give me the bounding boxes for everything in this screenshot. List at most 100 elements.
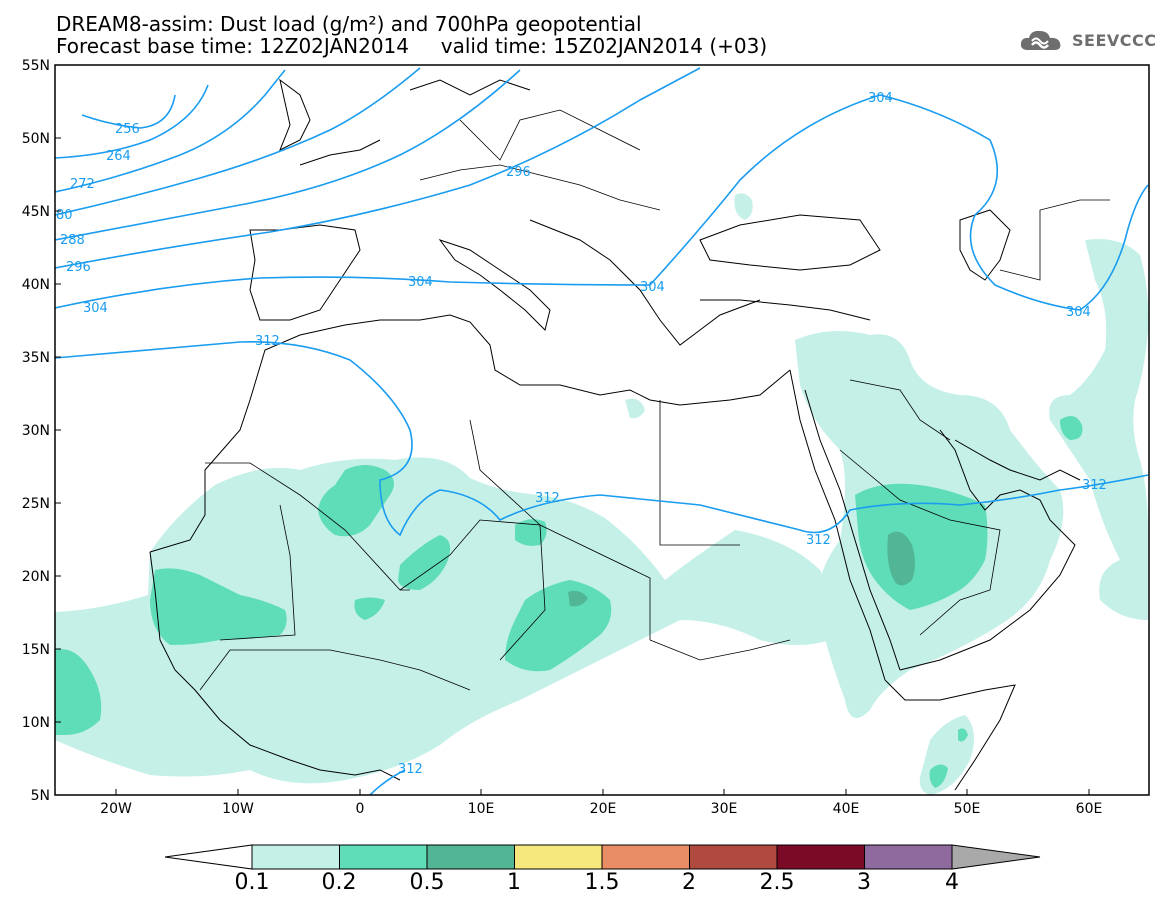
dust-area-somalia-mid2 — [958, 728, 968, 742]
contour-label: 80 — [56, 208, 73, 223]
coast-north-europe — [409, 79, 531, 96]
border-sudan — [649, 639, 791, 661]
dust-area-saudi-core — [887, 531, 915, 586]
coast-balkans-greece — [529, 219, 761, 346]
contour-label: 288 — [60, 233, 85, 248]
coast-red-sea-west — [789, 369, 886, 681]
colorbar-under-arrow — [164, 844, 253, 870]
border-mauritania — [205, 462, 410, 591]
contour-280 — [55, 67, 421, 216]
coast-britain — [279, 78, 311, 152]
contour-label: 272 — [70, 177, 95, 192]
colorbar-segment — [514, 844, 603, 870]
colorbar-label: 4 — [945, 870, 959, 895]
lat-label: 50N — [22, 131, 50, 147]
dust-area-caspian — [734, 193, 753, 220]
contour-label: 304 — [640, 280, 665, 295]
colorbar-segments — [251, 844, 953, 870]
border-iraq — [849, 379, 951, 441]
coast-anatolia — [700, 299, 871, 321]
colorbar-label: 0.2 — [321, 870, 357, 895]
dust-area-algeria — [318, 465, 394, 537]
lat-label: 10N — [22, 715, 50, 731]
logo-text: SEEVCCC — [1072, 30, 1157, 50]
longitude-labels: 20W 10W 0 10E 20E 30E 40E 50E 60E — [100, 801, 1102, 817]
lon-label: 50E — [954, 801, 981, 817]
colorbar-segment — [864, 844, 953, 870]
colorbar — [164, 844, 1041, 870]
lat-label: 55N — [22, 58, 50, 74]
contour-296 — [55, 67, 701, 269]
lat-label: 15N — [22, 642, 50, 658]
coast-caspian — [959, 209, 1011, 281]
colorbar-segment — [601, 844, 690, 870]
lat-label: 40N — [22, 277, 50, 293]
contour-label: 312 — [1082, 478, 1107, 493]
dust-area-somalia-mid — [929, 764, 948, 788]
contour-labels: 256 264 272 80 288 296 304 312 296 304 3… — [56, 91, 1107, 777]
coast-horn-africa — [884, 679, 1016, 791]
border-saudi — [839, 449, 1001, 636]
colorbar-segment — [339, 844, 428, 870]
colorbar-label: 3 — [857, 870, 871, 895]
border-libya — [469, 419, 541, 526]
contour-312 — [55, 341, 1149, 537]
coast-black-sea — [699, 214, 881, 271]
contour-312-south — [369, 769, 406, 795]
cloud-icon — [1020, 30, 1061, 50]
lat-label: 20N — [22, 569, 50, 585]
colorbar-over-arrow — [951, 844, 1041, 870]
border-libya-egypt — [659, 400, 740, 546]
lat-label: 25N — [22, 496, 50, 512]
dust-area-libya — [625, 398, 645, 419]
coast-north-africa — [149, 314, 791, 553]
colorbar-segment — [251, 844, 340, 870]
dust-area-somalia — [919, 715, 974, 795]
colorbar-label: 2 — [682, 870, 696, 895]
colorbar-label: 0.5 — [409, 870, 445, 895]
border-niger — [399, 519, 546, 661]
contour-label: 304 — [408, 275, 433, 290]
lon-label: 0 — [356, 801, 365, 817]
map-title: DREAM8-assim: Dust load (g/m²) and 700hP… — [56, 12, 642, 36]
contour-label: 312 — [806, 533, 831, 548]
map-subtitle: Forecast base time: 12Z02JAN2014 valid t… — [56, 34, 768, 58]
dust-layer-heavy — [568, 531, 915, 607]
coastlines — [149, 78, 1081, 791]
colorbar-label: 1.5 — [584, 870, 620, 895]
dust-area-mali — [398, 535, 451, 590]
border-iran — [999, 199, 1110, 281]
dust-area-chad-n — [515, 519, 547, 546]
coast-red-sea-east — [804, 389, 901, 671]
dust-layer-medium — [55, 416, 1083, 788]
dust-area-chad — [505, 580, 612, 672]
geopotential-contours — [55, 67, 1149, 795]
contour-label: 312 — [255, 334, 280, 349]
colorbar-label: 1 — [507, 870, 521, 895]
borders — [199, 109, 1110, 691]
contour-288 — [55, 69, 521, 241]
logo: SEEVCCC — [1018, 26, 1157, 54]
dust-area-sahara — [55, 457, 834, 784]
coast-west-africa — [149, 551, 401, 781]
dust-area-chad-core — [568, 590, 588, 607]
contour-label: 312 — [398, 762, 423, 777]
contour-304 — [55, 94, 1149, 311]
dust-area-niger — [354, 597, 385, 620]
dust-area-saudi — [855, 483, 988, 610]
lon-label: 30E — [711, 801, 738, 817]
lat-label: 30N — [22, 423, 50, 439]
colorbar-label: 0.1 — [234, 870, 270, 895]
lat-label: 5N — [31, 788, 50, 804]
colorbar-label: 2.5 — [759, 870, 795, 895]
border-mali — [219, 504, 296, 641]
colorbar-segment — [689, 844, 778, 870]
dust-area-mauritania — [150, 568, 287, 645]
contour-label: 304 — [1066, 305, 1091, 320]
dust-layer-light — [55, 193, 1149, 795]
coast-italy — [438, 239, 551, 331]
lon-label: 60E — [1076, 801, 1103, 817]
contour-label: 264 — [106, 149, 131, 164]
lat-label: 45N — [22, 204, 50, 220]
